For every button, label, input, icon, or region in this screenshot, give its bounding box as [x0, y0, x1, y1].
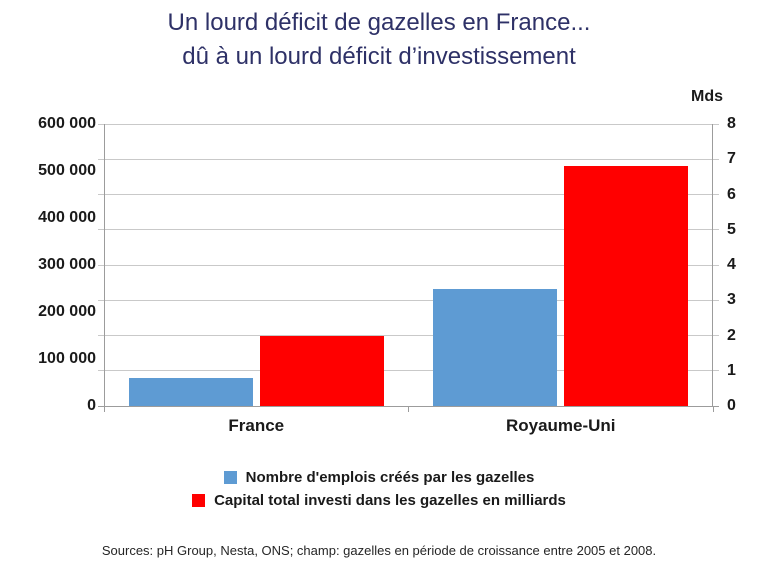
chart-title-line2: dû à un lourd déficit d’investissement [182, 43, 576, 70]
legend-item: Capital total investi dans les gazelles … [192, 490, 566, 510]
right-axis-unit-label: Mds [691, 88, 723, 105]
right-axis-tick-label: 1 [727, 361, 736, 379]
gridline [98, 158, 719, 160]
chart-title-line1: Un lourd déficit de gazelles en France..… [167, 9, 591, 36]
x-axis-tick [712, 406, 714, 412]
right-axis-tick-label: 6 [727, 185, 736, 203]
gridline [98, 264, 719, 266]
right-axis-tick-label: 7 [727, 150, 736, 168]
category-label: Royaume-Uni [505, 416, 616, 435]
right-axis-tick-label: 3 [727, 291, 736, 309]
left-axis-tick-label: 600 000 [38, 115, 96, 132]
chart-bar [564, 166, 689, 406]
gridline [98, 194, 719, 195]
legend-swatch [223, 470, 237, 484]
chart-title: Un lourd déficit de gazelles en France..… [0, 6, 758, 74]
legend-swatch [192, 493, 206, 507]
right-axis-tick-label: 2 [727, 326, 736, 344]
legend-label: Nombre d'emplois créés par les gazelles [245, 468, 535, 486]
left-axis-tick-label: 100 000 [38, 350, 96, 367]
gridline [98, 335, 719, 336]
x-axis-tick [103, 406, 105, 412]
left-axis-tick-label: 200 000 [38, 303, 96, 320]
chart-bar [433, 288, 558, 406]
gridline [98, 299, 719, 301]
gridline [98, 370, 719, 372]
left-axis-tick-label: 400 000 [38, 209, 96, 226]
right-axis-tick-label: 5 [727, 220, 736, 238]
left-axis-tick-label: 500 000 [38, 162, 96, 179]
gridline [98, 123, 719, 125]
x-axis-tick [408, 406, 409, 412]
left-axis-line [104, 124, 105, 412]
right-axis-line [712, 124, 713, 406]
right-axis-tick-label: 0 [727, 397, 736, 414]
left-axis-tick-label: 300 000 [38, 256, 96, 273]
legend-label: Capital total investi dans les gazelles … [214, 491, 566, 509]
gridline [98, 229, 719, 231]
sources-note: Sources: pH Group, Nesta, ONS; champ: ga… [101, 543, 657, 558]
chart-bar [128, 377, 253, 406]
category-label: France [228, 416, 285, 435]
legend-item: Nombre d'emplois créés par les gazelles [223, 467, 535, 487]
legend: Nombre d'emplois créés par les gazelles C… [0, 467, 758, 510]
plot-area [98, 123, 719, 412]
right-axis-tick-label: 8 [727, 115, 736, 132]
left-axis-tick-label: 0 [87, 397, 96, 414]
chart-bar [259, 335, 384, 406]
right-axis-tick-label: 4 [727, 256, 736, 273]
